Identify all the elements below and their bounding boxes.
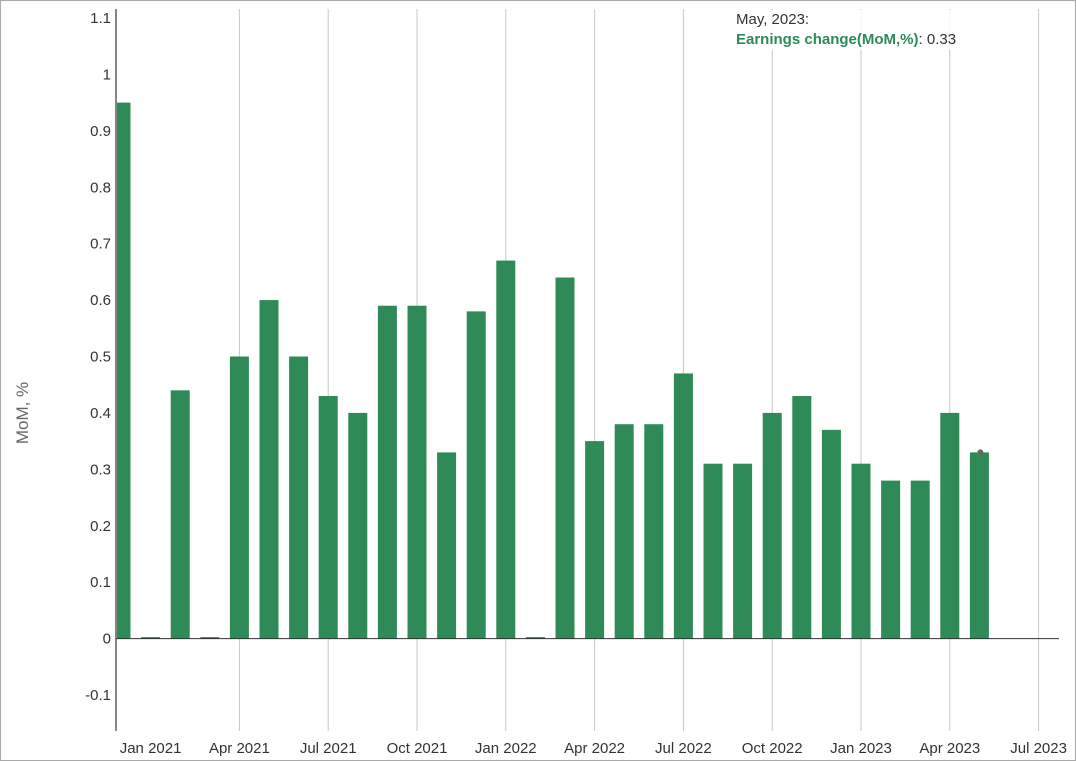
bar <box>585 441 605 639</box>
bar <box>259 300 279 639</box>
y-tick-label: 0 <box>103 631 111 648</box>
x-tick-label: Apr 2022 <box>564 740 625 757</box>
y-tick-label: 0.8 <box>90 179 111 196</box>
x-tick-label: Jan 2023 <box>830 740 892 757</box>
bar <box>466 311 486 639</box>
y-tick-label: 0.9 <box>90 123 111 140</box>
bars-layer <box>117 102 989 639</box>
bar <box>792 395 812 639</box>
bar <box>496 260 516 639</box>
y-tick-label: -0.1 <box>85 687 111 704</box>
bar <box>117 102 131 639</box>
bar <box>407 305 427 639</box>
grid-layer <box>238 9 1040 731</box>
x-tick-label: Apr 2021 <box>209 740 270 757</box>
x-tick-label: Jul 2022 <box>655 740 712 757</box>
bar <box>170 390 190 639</box>
tooltip-value: : 0.33 <box>918 31 957 48</box>
y-axis-label: MoM, % <box>13 382 32 444</box>
bar <box>318 395 338 639</box>
bar <box>614 424 634 639</box>
bar <box>141 637 161 639</box>
x-tick-label: Jul 2023 <box>1010 740 1067 757</box>
y-tick-label: 0.2 <box>90 518 111 535</box>
bar <box>821 429 841 639</box>
axes-layer: Jan 2021 Apr 2021 Jul 2021 Oct 2021 Jan 2022… <box>85 9 1067 757</box>
bar <box>348 412 368 639</box>
bar <box>673 373 693 639</box>
x-tick-label: Apr 2023 <box>919 740 980 757</box>
bar <box>703 463 723 639</box>
x-tick-label: Jul 2021 <box>300 740 357 757</box>
y-tick-label: 1.1 <box>90 10 111 27</box>
bar <box>644 424 664 639</box>
bar <box>377 305 397 639</box>
bar <box>525 637 545 639</box>
bar <box>229 356 249 639</box>
y-tick-label: 1 <box>103 66 111 83</box>
bar <box>969 452 989 639</box>
bar <box>762 412 782 639</box>
hover-marker <box>977 449 984 456</box>
bar <box>437 452 457 639</box>
x-tick-label: Jan 2021 <box>120 740 182 757</box>
y-tick-label: 0.4 <box>90 405 111 422</box>
bar <box>733 463 753 639</box>
x-tick-label: Jan 2022 <box>475 740 537 757</box>
bar <box>851 463 871 639</box>
bar <box>200 637 220 639</box>
y-tick-label: 0.5 <box>90 349 111 366</box>
y-tick-label: 0.6 <box>90 292 111 309</box>
tooltip-series-name: Earnings change(MoM,%) <box>736 31 919 48</box>
tooltip-date: May, 2023: <box>736 11 810 28</box>
x-tick-label: Oct 2022 <box>742 740 803 757</box>
tooltip-value-row: Earnings change(MoM,%): 0.33 <box>736 30 956 50</box>
bar <box>881 480 901 639</box>
x-tick-label: Oct 2021 <box>387 740 448 757</box>
hover-tooltip: May, 2023: Earnings change(MoM,%): 0.33 <box>736 10 957 50</box>
y-tick-label: 0.7 <box>90 236 111 253</box>
bar <box>910 480 930 639</box>
y-tick-label: 0.3 <box>90 461 111 478</box>
bar <box>289 356 309 639</box>
bar <box>555 277 575 639</box>
bar <box>940 412 960 639</box>
y-tick-label: 0.1 <box>90 574 111 591</box>
